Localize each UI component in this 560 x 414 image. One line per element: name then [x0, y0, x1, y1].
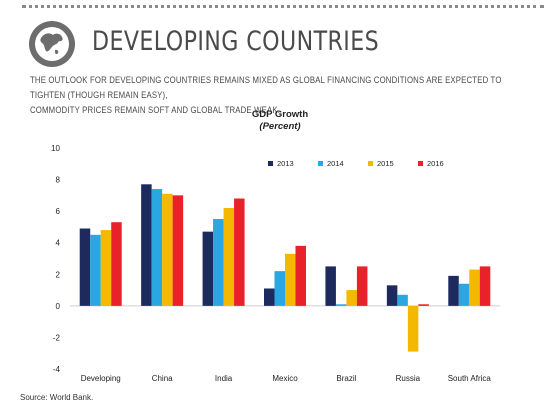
page-title: DEVELOPING COUNTRIES	[92, 26, 380, 57]
bar-china-2013	[141, 184, 152, 306]
bar-india-2014	[213, 219, 224, 306]
y-tick-label: -2	[53, 333, 61, 342]
y-tick-label: 10	[51, 144, 60, 153]
legend-label-2015: 2015	[377, 159, 394, 168]
subtitle-line-1: THE OUTLOOK FOR DEVELOPING COUNTRIES REM…	[30, 75, 502, 101]
bar-south-africa-2016	[479, 266, 491, 306]
x-tick-label: Brazil	[336, 374, 356, 383]
legend-swatch-2015	[368, 161, 373, 166]
legend-label-2014: 2014	[327, 159, 344, 168]
legend-swatch-2014	[318, 161, 323, 166]
bar-mexico-2014	[274, 271, 285, 306]
bar-south-africa-2015	[469, 269, 480, 306]
bar-china-2015	[162, 193, 173, 306]
globe-icon	[29, 21, 75, 67]
x-tick-label: Mexico	[272, 374, 298, 383]
bar-south-africa-2013	[448, 275, 459, 306]
bar-russia-2015	[407, 305, 419, 352]
y-tick-label: 8	[56, 176, 61, 185]
source-note: Source: World Bank.	[20, 393, 94, 402]
dotted-divider	[22, 5, 544, 8]
legend-label-2013: 2013	[277, 159, 294, 168]
x-tick-label: China	[152, 374, 173, 383]
bar-brazil-2015	[346, 290, 357, 306]
legend-label-2016: 2016	[427, 159, 444, 168]
bar-russia-2013	[386, 285, 398, 306]
bar-developing-2016	[111, 222, 122, 306]
bar-russia-2014	[397, 294, 408, 306]
bar-developing-2014	[90, 234, 101, 306]
bar-mexico-2016	[295, 245, 306, 306]
x-tick-label: Russia	[396, 374, 421, 383]
y-tick-label: 0	[56, 302, 61, 311]
y-tick-label: 6	[56, 207, 61, 216]
bar-china-2014	[151, 189, 163, 306]
bar-brazil-2016	[356, 266, 368, 306]
chart-subtitle: (Percent)	[259, 121, 301, 132]
page-subtitle: THE OUTLOOK FOR DEVELOPING COUNTRIES REM…	[30, 73, 538, 118]
bar-india-2015	[223, 207, 235, 306]
bar-india-2013	[202, 231, 214, 306]
legend-swatch-2016	[418, 161, 423, 166]
bar-south-africa-2014	[458, 283, 470, 306]
bar-developing-2015	[100, 230, 112, 306]
x-tick-label: Developing	[81, 374, 121, 383]
y-tick-label: -4	[53, 365, 61, 374]
x-tick-label: South Africa	[448, 374, 492, 383]
y-tick-label: 4	[56, 239, 61, 248]
bar-mexico-2013	[264, 288, 275, 306]
bar-india-2016	[234, 198, 245, 306]
y-tick-label: 2	[56, 270, 61, 279]
bar-brazil-2013	[325, 266, 336, 306]
bar-developing-2013	[79, 228, 91, 306]
legend-swatch-2013	[268, 161, 273, 166]
bar-brazil-2014	[335, 304, 347, 306]
bar-china-2016	[172, 195, 184, 306]
subtitle-line-2: COMMODITY PRICES REMAIN SOFT AND GLOBAL …	[30, 105, 281, 116]
chart-title: GDP Growth	[251, 109, 309, 120]
bar-russia-2016	[418, 304, 429, 306]
x-tick-label: India	[215, 374, 233, 383]
bar-mexico-2015	[285, 253, 296, 306]
